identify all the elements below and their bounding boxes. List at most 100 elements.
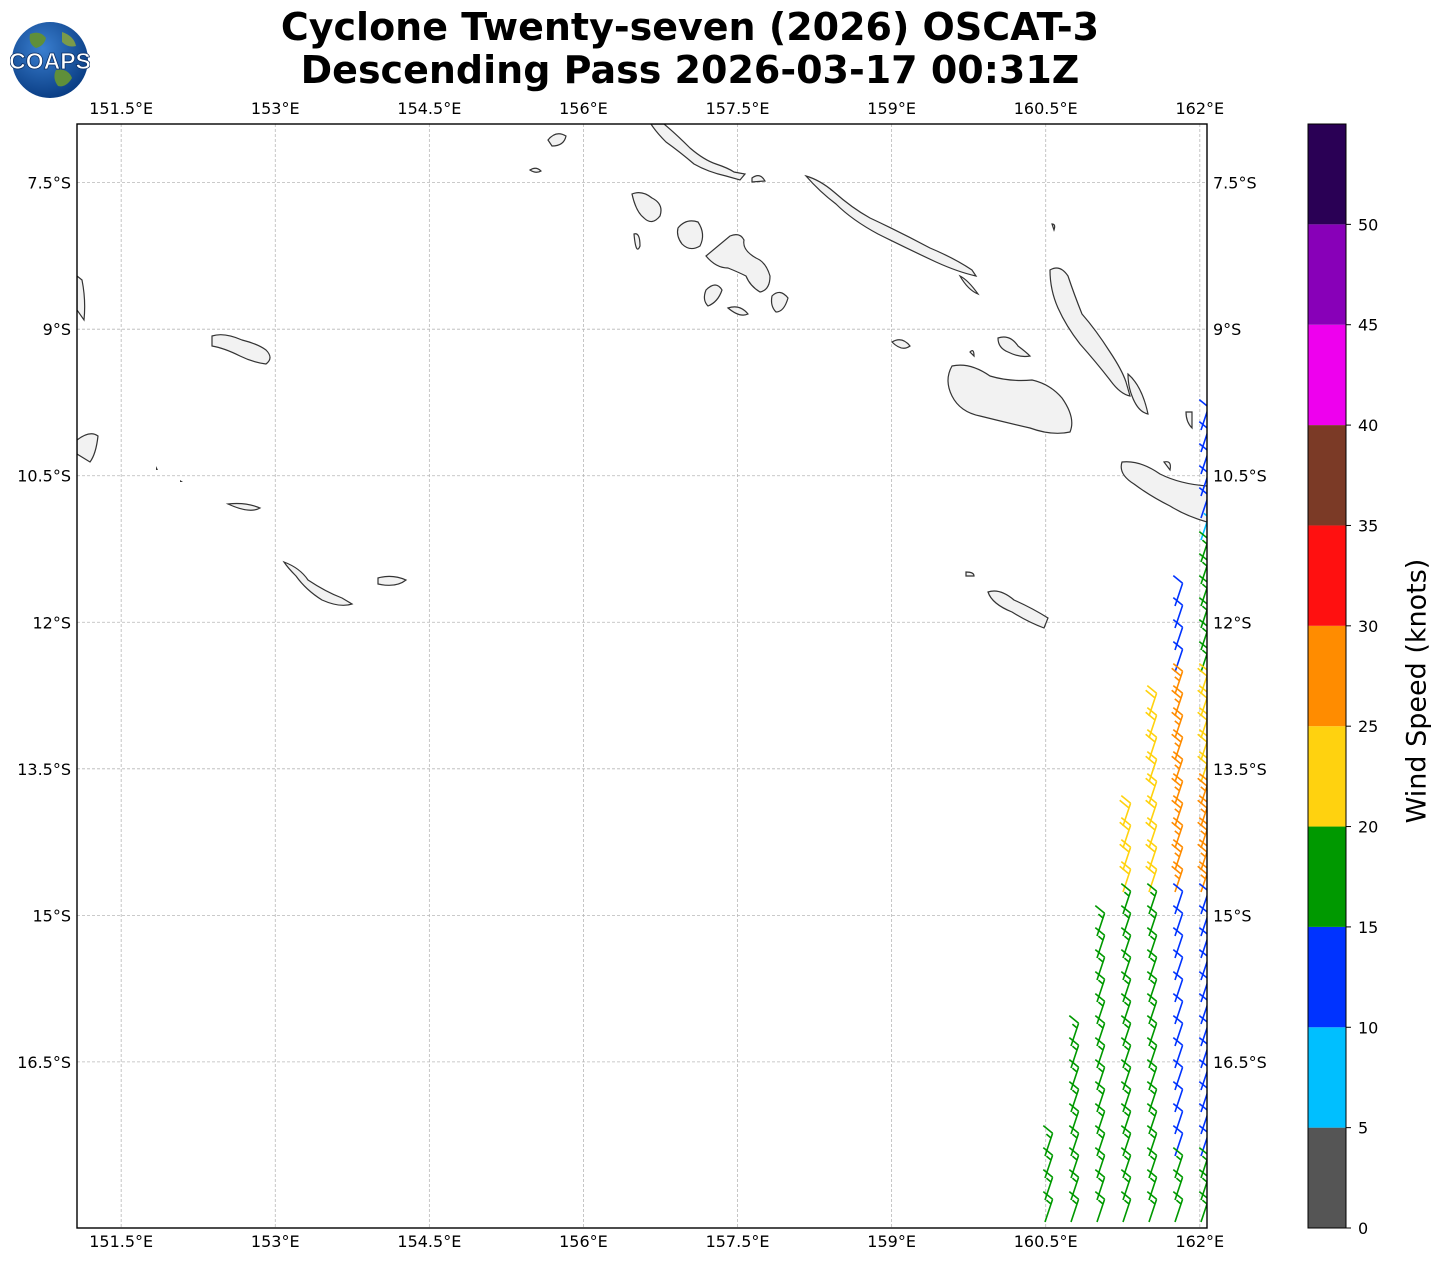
wind-barb-stroke (1094, 1168, 1106, 1201)
wind-barb-stroke (1146, 1102, 1158, 1135)
wind-barb-stroke (1172, 926, 1184, 959)
wind-barb-stroke (1120, 1102, 1132, 1135)
wind-barb-stroke (1146, 904, 1158, 937)
wind-barb-stroke (1172, 882, 1184, 915)
colorbar-tick-label: 45 (1358, 316, 1378, 335)
wind-barb (1172, 618, 1184, 651)
wind-barb-stroke (1171, 684, 1184, 717)
colorbar-tick-label: 35 (1358, 516, 1378, 535)
wind-barb (1146, 1146, 1158, 1179)
lon-tick-top: 159°E (867, 99, 916, 118)
wind-barb-stroke (1198, 420, 1207, 453)
wind-barb (1094, 948, 1106, 981)
wind-barb (1198, 442, 1207, 475)
wind-barb (1042, 1168, 1054, 1201)
island-vella-lavella (676, 220, 704, 250)
wind-barb (1172, 1102, 1184, 1135)
wind-barb (1172, 970, 1184, 1003)
wind-barb (1198, 948, 1207, 981)
wind-barb (1145, 728, 1158, 761)
wind-barb (1172, 904, 1184, 937)
lat-tick-right: 13.5°S (1213, 760, 1267, 779)
wind-barb-stroke (1119, 860, 1132, 893)
wind-barb (1146, 882, 1158, 915)
wind-barb-stroke (1172, 1014, 1184, 1047)
island-rendova (703, 284, 723, 307)
wind-barb-stroke (1198, 948, 1207, 981)
wind-barb (1145, 816, 1158, 849)
island-makira (1120, 461, 1207, 523)
wind-barb (1171, 750, 1184, 783)
wind-barb (1146, 1102, 1158, 1135)
wind-barb (1120, 1168, 1132, 1201)
wind-barb-stroke (1145, 728, 1158, 761)
wind-barb (1172, 1014, 1184, 1047)
wind-barb-stroke (1094, 1058, 1106, 1091)
wind-barb (1042, 1124, 1054, 1157)
island-gatukai (770, 291, 789, 313)
wind-barb (1172, 882, 1184, 915)
wind-barb (1197, 662, 1207, 695)
colorbar-bin (1308, 726, 1346, 827)
wind-barb (1198, 1102, 1207, 1135)
colorbar-bin (1308, 324, 1346, 426)
island-png-tip (77, 275, 86, 322)
wind-barb-stroke (1146, 1146, 1158, 1179)
island-santa-isabel (1049, 267, 1131, 397)
wind-barb-stroke (1198, 574, 1207, 607)
wind-barb (1171, 794, 1184, 827)
wind-barb-stroke (1094, 1190, 1106, 1223)
wind-barb (1198, 486, 1207, 519)
wind-barb (1068, 1146, 1080, 1179)
wind-barb (1068, 1036, 1080, 1069)
wind-barb (1120, 1058, 1132, 1091)
wind-barb (1198, 530, 1207, 563)
wind-barb (1146, 992, 1158, 1025)
colorbar-tick-label: 5 (1358, 1119, 1368, 1138)
wind-barb-stroke (1120, 992, 1132, 1025)
wind-barb (1120, 1080, 1132, 1113)
wind-barb (1197, 684, 1207, 717)
wind-barb-stroke (1146, 1058, 1158, 1091)
wind-barb (1119, 816, 1132, 849)
wind-barb-stroke (1068, 1058, 1080, 1091)
colorbar-tick-label: 10 (1358, 1018, 1378, 1037)
wind-barb-stroke (1198, 1102, 1207, 1135)
wind-barb-stroke (1094, 1124, 1106, 1157)
wind-barb-stroke (1197, 772, 1207, 805)
island-choiseul (804, 174, 978, 277)
wind-barb-stroke (1068, 1146, 1080, 1179)
wind-barb (1172, 1124, 1184, 1157)
wind-barb-stroke (1171, 794, 1184, 827)
wind-barb-stroke (1198, 1036, 1207, 1069)
wind-barb-stroke (1198, 1080, 1207, 1113)
wind-barb-stroke (1198, 552, 1207, 585)
wind-barb-stroke (1198, 596, 1207, 629)
wind-barb (1171, 706, 1184, 739)
wind-barb-stroke (1068, 1190, 1080, 1223)
wind-barb-stroke (1146, 1124, 1158, 1157)
island-dot-2 (180, 480, 183, 482)
wind-barb (1198, 1036, 1207, 1069)
wind-barb-stroke (1198, 926, 1207, 959)
lat-tick-left: 15°S (32, 906, 71, 925)
wind-barb-stroke (1146, 1036, 1158, 1069)
wind-barb (1068, 1102, 1080, 1135)
wind-barb (1198, 1168, 1207, 1201)
wind-barb-stroke (1198, 464, 1207, 497)
wind-barb-stroke (1197, 706, 1207, 739)
globe-logo-icon: COAPS (10, 22, 90, 98)
wind-barb (1198, 992, 1207, 1025)
wind-barb (1172, 574, 1184, 607)
wind-barb-stroke (1094, 1102, 1106, 1135)
land-layer (77, 124, 1207, 629)
island-bougainville (650, 124, 747, 181)
wind-barb (1198, 1190, 1207, 1223)
wind-barb-stroke (1171, 838, 1184, 871)
wind-barb-stroke (1146, 926, 1158, 959)
wind-barb-stroke (1198, 486, 1207, 519)
lat-tick-right: 15°S (1213, 906, 1252, 925)
wind-barb-stroke (1172, 992, 1184, 1025)
lon-tick-bottom: 159°E (867, 1232, 916, 1251)
